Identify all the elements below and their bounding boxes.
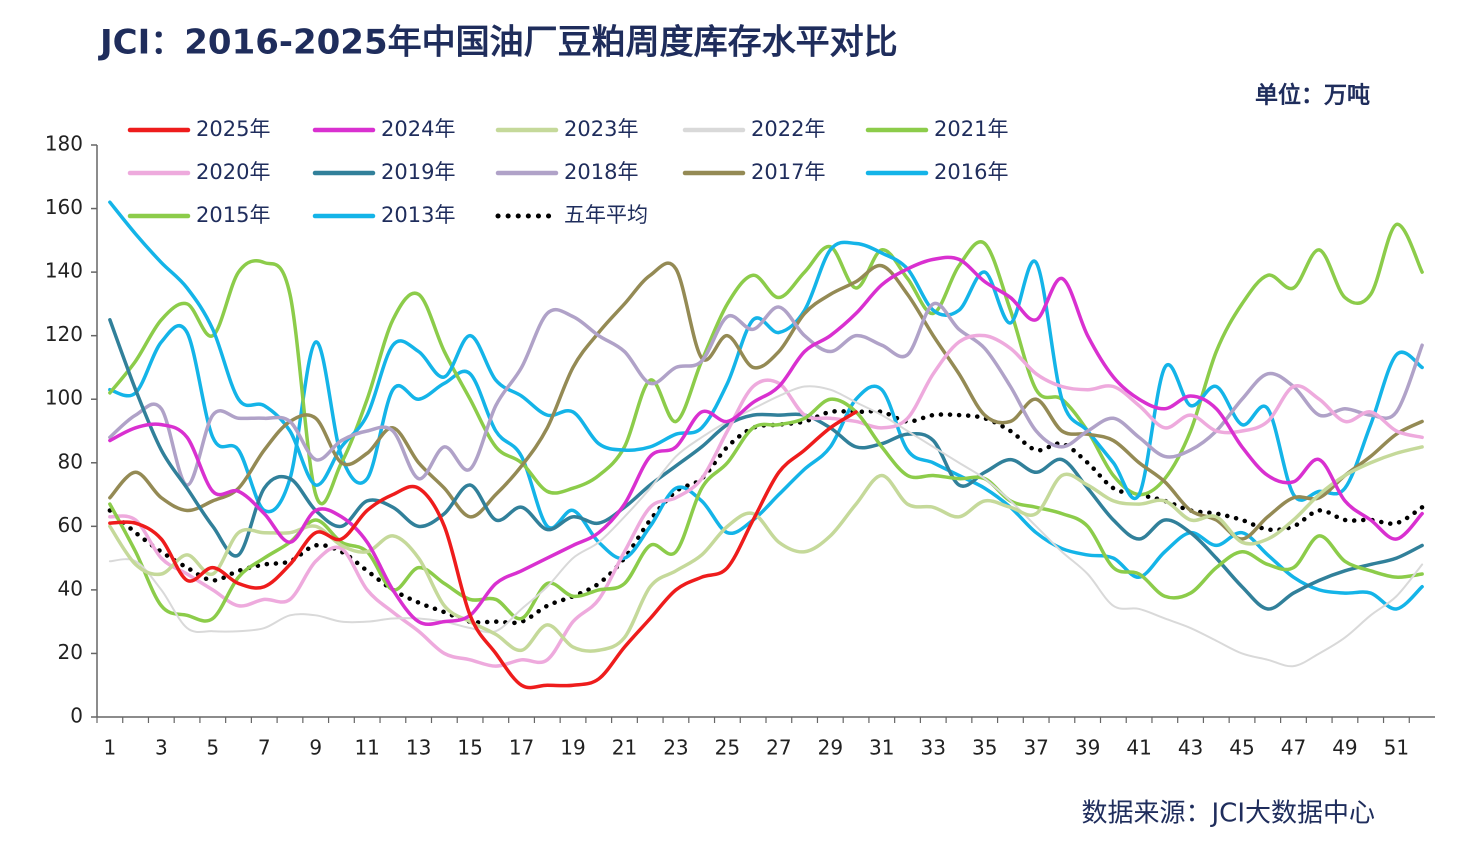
y-tick-label: 0 [70,704,83,728]
legend-label: 2013年 [381,203,455,227]
series-line [108,318,1424,611]
x-tick-label: 31 [869,736,894,760]
legend-label: 2023年 [564,117,638,141]
y-tick-label: 120 [45,322,83,346]
series-line [108,301,1424,487]
legend-label: 2016年 [934,160,1008,184]
series-line [108,255,1424,627]
series-line [108,333,1424,668]
x-tick-label: 33 [921,736,946,760]
x-tick-label: 25 [715,736,740,760]
x-tick-label: 45 [1229,736,1254,760]
x-tick-label: 23 [663,736,688,760]
x-tick-label: 49 [1332,736,1357,760]
x-tick-label: 37 [1023,736,1048,760]
series-line [108,397,1424,623]
legend-label: 2015年 [196,203,270,227]
series-line [108,222,1424,506]
legend-label: 2018年 [564,160,638,184]
x-tick-label: 15 [457,736,482,760]
x-tick-label: 47 [1281,736,1306,760]
x-tick-label: 21 [612,736,637,760]
legend-label: 五年平均 [564,203,648,227]
legend-label: 2022年 [751,117,825,141]
y-tick-label: 20 [58,640,83,664]
x-tick-label: 3 [155,736,168,760]
x-tick-label: 5 [206,736,219,760]
legend-label: 2024年 [381,117,455,141]
x-tick-label: 7 [258,736,271,760]
legend-label: 2025年 [196,117,270,141]
y-tick-label: 60 [58,513,83,537]
y-tick-label: 180 [45,132,83,156]
x-tick-label: 11 [354,736,379,760]
y-tick-label: 80 [58,449,83,473]
x-tick-label: 27 [766,736,791,760]
x-tick-label: 43 [1178,736,1203,760]
y-tick-label: 160 [45,195,83,219]
x-tick-label: 9 [309,736,322,760]
y-tick-label: 40 [58,576,83,600]
legend-label: 2019年 [381,160,455,184]
series-line [108,261,1424,541]
series-line [108,410,858,690]
series-line [108,385,1424,668]
legend-label: 2021年 [934,117,1008,141]
x-tick-label: 35 [972,736,997,760]
source: 数据来源：JCI大数据中心 [1082,799,1376,829]
x-tick-label: 13 [406,736,431,760]
legend-label: 2017年 [751,160,825,184]
legend-label: 2020年 [196,160,270,184]
y-tick-label: 140 [45,259,83,283]
x-tick-label: 19 [560,736,585,760]
y-tick-label: 100 [45,386,83,410]
x-tick-label: 17 [509,736,534,760]
x-tick-label: 1 [103,736,116,760]
x-tick-label: 51 [1384,736,1409,760]
series-line [108,324,1424,611]
x-tick-label: 29 [818,736,843,760]
chart-title: JCI：2016-2025年中国油厂豆粕周度库存水平对比 [98,23,898,63]
x-tick-label: 41 [1126,736,1151,760]
unit-label: 单位：万吨 [1255,82,1370,109]
x-tick-label: 39 [1075,736,1100,760]
